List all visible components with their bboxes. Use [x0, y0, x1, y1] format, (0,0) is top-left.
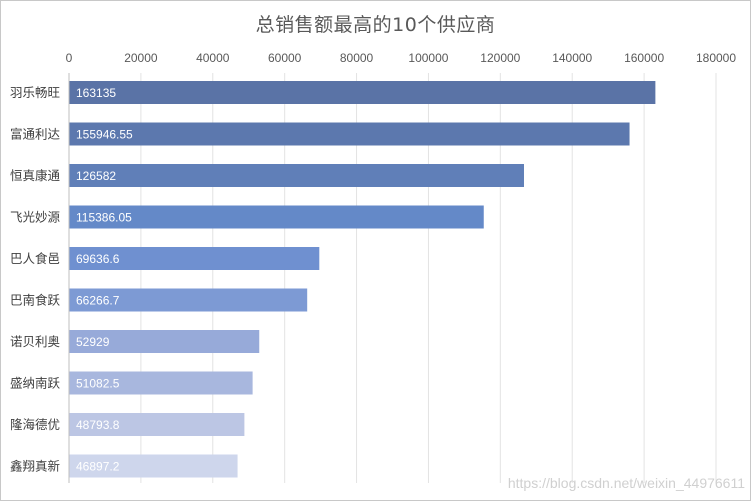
bar-value-label: 51082.5 [76, 377, 120, 391]
x-tick-label: 140000 [552, 51, 592, 65]
x-tick-label: 180000 [696, 51, 736, 65]
bar [69, 454, 238, 478]
bar-value-label: 69636.6 [76, 252, 120, 266]
bar [69, 81, 656, 104]
bar-value-label: 155946.55 [76, 128, 133, 142]
bar [69, 205, 484, 229]
x-tick-label: 60000 [268, 51, 302, 65]
bars: 163135 155946.55 126582 115386.05 69636.6 662… [69, 81, 656, 478]
y-category-label: 诺贝利奥 [10, 334, 61, 349]
bar-value-label: 66266.7 [76, 294, 120, 308]
bar [69, 371, 253, 395]
bar-value-label: 52929 [76, 335, 110, 349]
x-tick-label: 80000 [340, 51, 374, 65]
bar [69, 164, 524, 187]
y-category-label: 盛纳南跃 [10, 376, 61, 391]
bar-value-label: 115386.05 [76, 211, 132, 225]
y-category-label: 巴南食跃 [10, 293, 61, 308]
bar-value-label: 48793.8 [76, 418, 120, 432]
y-category-label: 巴人食邑 [10, 251, 60, 266]
y-category-label: 鑫翔真新 [10, 459, 60, 474]
x-tick-label: 20000 [124, 51, 158, 65]
y-category-label: 飞光妙源 [10, 210, 61, 225]
bar-value-label: 46897.2 [76, 460, 120, 474]
y-category-label: 隆海德优 [10, 417, 60, 432]
x-tick-label: 0 [66, 51, 73, 65]
y-category-label: 恒真康通 [10, 168, 61, 183]
bar-value-label: 163135 [76, 86, 116, 100]
x-axis-ticks: 0 20000 40000 60000 80000 100000 120000 140000 1… [66, 51, 737, 65]
bar [69, 330, 260, 353]
x-tick-label: 40000 [196, 51, 230, 65]
x-tick-label: 160000 [624, 51, 664, 65]
x-tick-label: 120000 [480, 51, 520, 65]
watermark-text: https://blog.csdn.net/weixin_44976611 [507, 475, 745, 491]
y-category-label: 羽乐畅旺 [10, 85, 60, 100]
bar [69, 247, 320, 270]
bar [69, 288, 308, 312]
bar-value-label: 126582 [76, 169, 116, 183]
bar [69, 122, 630, 146]
chart-title: 总销售额最高的10个供应商 [255, 14, 496, 36]
bar [69, 413, 245, 436]
y-category-label: 富通利达 [10, 127, 61, 142]
x-tick-label: 100000 [408, 51, 448, 65]
